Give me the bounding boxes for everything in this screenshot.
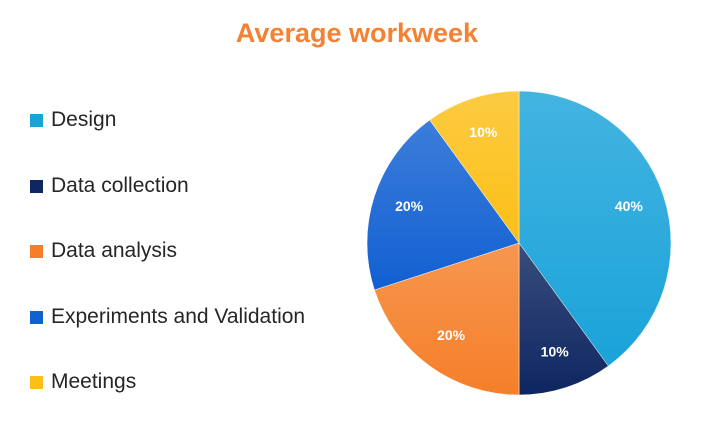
legend-label: Data analysis	[51, 239, 178, 262]
legend-swatch	[30, 376, 43, 389]
legend-item-experiments-and-validation: Experiments and Validation	[30, 301, 350, 367]
pie-slice-meetings	[429, 90, 520, 244]
data-label-meetings: 10%	[469, 124, 498, 140]
pie-slice-design	[518, 90, 672, 367]
legend-label: Meetings	[51, 370, 137, 393]
legend-swatch	[30, 310, 43, 324]
legend-swatch	[30, 245, 43, 258]
legend-swatch	[30, 114, 43, 127]
legend-item-data-collection: Data collection	[30, 170, 350, 236]
pie-slice-data-collection	[518, 242, 609, 396]
data-label-design: 40%	[615, 198, 644, 214]
data-label-data-collection: 10%	[541, 344, 570, 360]
pie-slice-experiments-and-validation	[366, 119, 520, 291]
legend-label: Experiments and Validation	[51, 304, 306, 328]
legend-label: Design	[51, 108, 117, 131]
legend-item-design: Design	[30, 104, 350, 170]
pie-slice-data-analysis	[374, 242, 520, 396]
data-label-data-analysis: 20%	[437, 327, 466, 343]
chart-title: Average workweek	[235, 18, 479, 48]
legend-item-data-analysis: Data analysis	[30, 235, 350, 301]
legend-item-meetings: Meetings	[30, 366, 350, 432]
legend-swatch	[30, 179, 43, 193]
legend: Design Data collection Data analysis Experi…	[30, 104, 350, 432]
legend-label: Data collection	[51, 173, 189, 197]
data-label-experiments-and-validation: 20%	[395, 198, 424, 214]
